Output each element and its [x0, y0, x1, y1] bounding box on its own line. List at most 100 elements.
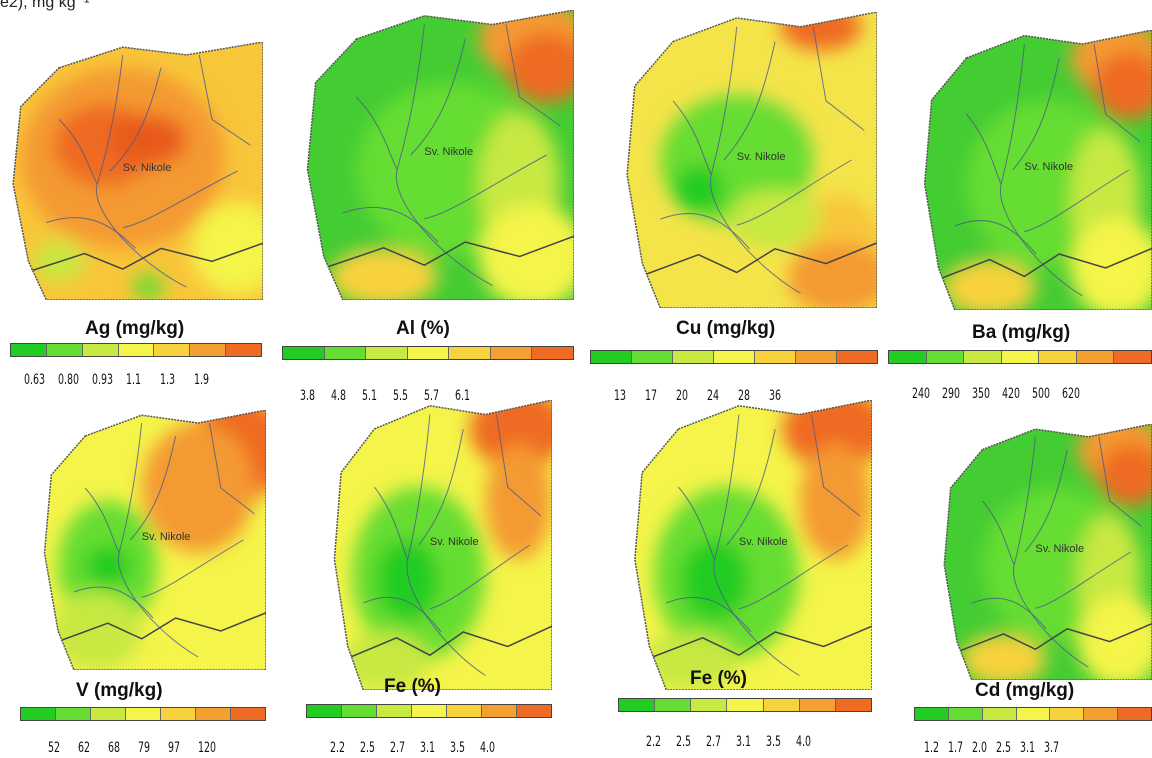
legend-color-ramp [914, 707, 1152, 721]
legend-tick-label: 52 [48, 740, 61, 756]
legend-tick-labels: 1.2 1.7 2.0 2.5 3.1 3.7 [924, 740, 1068, 756]
legend-tick-label: 290 [942, 386, 961, 402]
legend-tick-label: 20 [675, 388, 689, 404]
town-label: Sv. Nikole [424, 146, 473, 158]
legend-swatch [727, 699, 764, 711]
map-title: Ag (mg/kg) [85, 318, 185, 339]
legend-swatch [46, 344, 83, 356]
legend-swatch [91, 708, 126, 720]
legend-swatch [714, 351, 755, 363]
map-title: Ba (mg/kg) [972, 322, 1071, 343]
legend-tick-label: 3.7 [1044, 740, 1060, 756]
legend-tick-label: 2.5 [996, 740, 1012, 756]
legend-swatch [964, 351, 1002, 363]
town-label: Sv. Nikole [430, 536, 479, 548]
legend-tick-label: 97 [168, 740, 181, 756]
town-label: Sv. Nikole [737, 151, 786, 163]
legend-tick-label: 1.1 [125, 372, 142, 388]
map-title: Fe (%) [384, 676, 441, 697]
heatmap-ba: Sv. Nikole [920, 30, 1152, 310]
legend-swatch [619, 699, 656, 711]
legend-tick-labels: 13 17 20 24 28 36 [614, 388, 800, 404]
legend-swatch [21, 708, 56, 720]
legend-tick-label: 120 [198, 740, 217, 756]
legend-swatch [407, 347, 450, 359]
legend-color-ramp [10, 343, 262, 357]
legend-tick-labels: 2.2 2.5 2.7 3.1 3.5 4.0 [330, 740, 510, 756]
legend-tick-label: 68 [108, 740, 121, 756]
legend-tick-label: 3.1 [736, 734, 752, 750]
legend-swatch [11, 344, 47, 356]
legend-swatch [655, 699, 692, 711]
legend-tick-label: 5.1 [361, 388, 378, 404]
legend-tick-label: 240 [912, 386, 931, 402]
legend-swatch [1076, 351, 1115, 363]
legend-tick-label: 500 [1032, 386, 1051, 402]
legend-tick-labels: 0.63 0.80 0.93 1.1 1.3 1.9 [24, 372, 228, 388]
legend-tick-label: 4.0 [796, 734, 812, 750]
legend-tick-label: 0.93 [91, 372, 114, 388]
legend-swatch [796, 351, 837, 363]
legend-color-ramp [590, 350, 878, 364]
legend-tick-label: 3.1 [1020, 740, 1036, 756]
legend-tick-label: 4.0 [480, 740, 496, 756]
legend-tick-label: 0.63 [24, 372, 46, 388]
legend-swatch [799, 699, 836, 711]
legend-color-ramp [888, 350, 1152, 364]
legend-swatch [763, 699, 800, 711]
legend-tick-label: 1.9 [193, 372, 210, 388]
legend-swatch [377, 705, 412, 717]
legend-swatch [126, 708, 161, 720]
map-title: Cu (mg/kg) [676, 318, 776, 339]
legend-swatch [226, 344, 262, 356]
legend-swatch [449, 347, 491, 359]
legend-tick-label: 2.2 [330, 740, 346, 756]
legend-swatch [532, 347, 574, 359]
legend-color-ramp [20, 707, 266, 721]
legend-swatch [982, 708, 1017, 720]
legend-tick-label: 2.7 [390, 740, 406, 756]
legend-tick-label: 1.3 [159, 372, 176, 388]
legend-swatch [490, 347, 533, 359]
legend-tick-label: 13 [614, 388, 627, 404]
cut-caption: e2), mg kg⁻¹ [0, 0, 90, 11]
legend-tick-label: 2.0 [972, 740, 988, 756]
legend-tick-labels: 3.8 4.8 5.1 5.5 5.7 6.1 [300, 388, 486, 404]
map-title: Fe (%) [690, 668, 747, 689]
legend-tick-label: 24 [706, 388, 720, 404]
legend-swatch [118, 344, 155, 356]
legend-tick-label: 3.5 [766, 734, 782, 750]
legend-tick-label: 1.2 [924, 740, 940, 756]
legend-color-ramp [618, 698, 872, 712]
legend-swatch [482, 705, 517, 717]
town-label: Sv. Nikole [123, 162, 172, 174]
heatmap-cd: Sv. Nikole [940, 424, 1152, 680]
legend-tick-label: 62 [78, 740, 91, 756]
legend-swatch [366, 347, 408, 359]
legend-tick-label: 6.1 [454, 388, 471, 404]
town-label: Sv. Nikole [1024, 161, 1073, 173]
legend-tick-label: 420 [1002, 386, 1021, 402]
legend-swatch [835, 699, 871, 711]
legend-swatch [926, 351, 965, 363]
legend-tick-labels: 2.2 2.5 2.7 3.1 3.5 4.0 [646, 734, 826, 750]
legend-swatch [1050, 708, 1085, 720]
map-title: V (mg/kg) [76, 680, 163, 701]
legend-tick-label: 3.8 [300, 388, 316, 404]
legend-swatch [1084, 708, 1119, 720]
legend-tick-label: 5.7 [423, 388, 440, 404]
town-label: Sv. Nikole [142, 531, 191, 543]
legend-swatch [412, 705, 447, 717]
legend-tick-label: 3.1 [420, 740, 436, 756]
legend-swatch [948, 708, 983, 720]
legend-swatch [447, 705, 482, 717]
legend-swatch [1001, 351, 1040, 363]
heatmap-ag: Sv. Nikole [8, 42, 263, 300]
legend-tick-label: 1.7 [948, 740, 964, 756]
legend-swatch [231, 708, 265, 720]
legend-tick-label: 5.5 [392, 388, 409, 404]
legend-swatch [591, 351, 632, 363]
legend-tick-labels: 52 62 68 79 97 120 [48, 740, 228, 756]
legend-tick-label: 2.5 [676, 734, 692, 750]
legend-swatch [283, 347, 325, 359]
